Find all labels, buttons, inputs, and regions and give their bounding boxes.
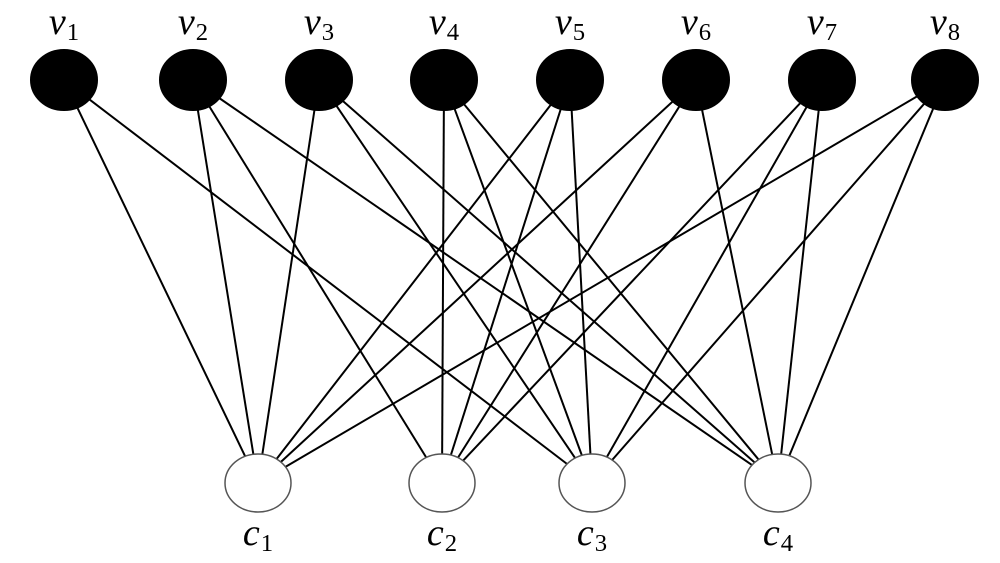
edge <box>789 108 933 456</box>
edge <box>285 96 917 467</box>
c-node-label: c3 <box>577 512 607 557</box>
v-node-label: v4 <box>429 1 459 46</box>
v-node <box>789 50 855 110</box>
v-node <box>160 50 226 110</box>
c-node <box>559 454 625 512</box>
v-node <box>912 50 978 110</box>
edge <box>781 110 819 454</box>
edge <box>343 101 755 463</box>
edges-group <box>77 96 933 467</box>
edge <box>281 101 673 462</box>
edge <box>77 107 245 456</box>
edge <box>572 110 591 454</box>
c-nodes-group: c1 c2 c3 c4 <box>225 454 811 557</box>
c-node-label: c1 <box>243 512 273 557</box>
edge <box>198 110 254 455</box>
v-node-label: v3 <box>304 1 334 46</box>
edge <box>442 110 444 454</box>
v-node <box>31 50 97 110</box>
v-node-label: v7 <box>807 1 837 46</box>
c-node-label: c4 <box>763 512 793 557</box>
edge <box>262 110 314 455</box>
edge <box>612 103 924 460</box>
c-node <box>409 454 475 512</box>
edge <box>451 109 561 455</box>
v-node <box>286 50 352 110</box>
v-node-label: v1 <box>49 1 79 46</box>
edge <box>458 106 680 458</box>
v-nodes-group: v1 v2 v3 v4 v5 v6 v7 v8 <box>31 1 978 110</box>
edge <box>463 103 800 461</box>
v-node-label: v8 <box>930 1 960 46</box>
v-node <box>537 50 603 110</box>
c-node <box>225 454 291 512</box>
v-node-label: v2 <box>178 1 208 46</box>
v-node-label: v5 <box>555 1 585 46</box>
edge <box>219 98 752 465</box>
v-node <box>663 50 729 110</box>
c-node-label: c2 <box>427 512 457 557</box>
c-node <box>745 454 811 512</box>
edge <box>336 106 575 459</box>
v-node-label: v6 <box>681 1 711 46</box>
bipartite-graph: v1 v2 v3 v4 v5 v6 v7 v8 c1 c2 c3 c4 <box>0 0 1000 563</box>
v-node <box>411 50 477 110</box>
edge <box>607 107 807 457</box>
